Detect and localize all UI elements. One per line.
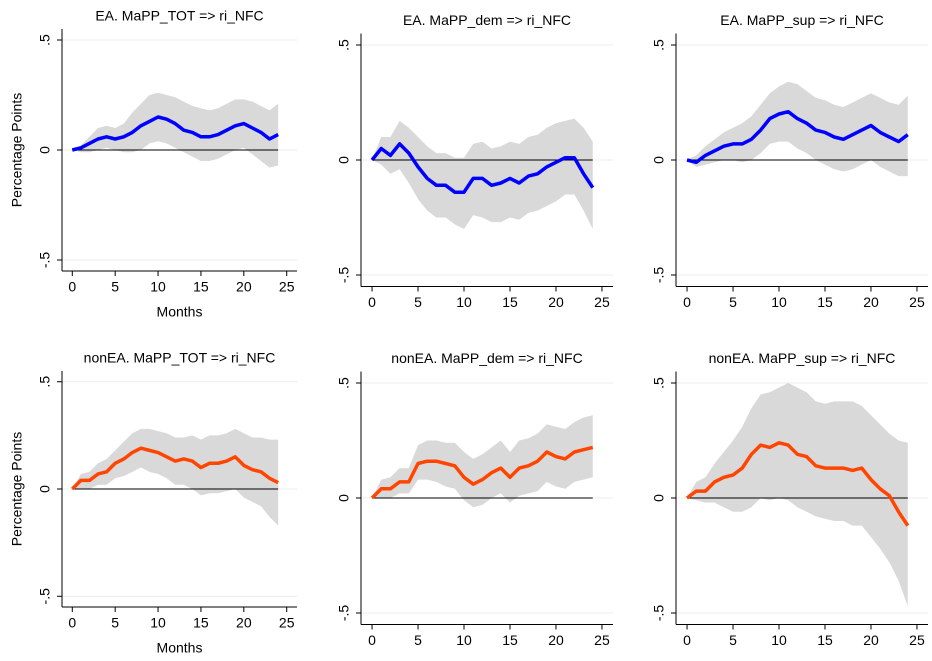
- y-tick-label: -.5: [651, 267, 667, 284]
- y-tick-label: .5: [651, 39, 667, 51]
- x-tick-label: 20: [863, 632, 879, 648]
- response-line: [685, 441, 910, 527]
- confidence-band: [687, 81, 908, 177]
- x-tick-label: 10: [150, 615, 166, 631]
- x-tick-label: 5: [414, 294, 422, 310]
- y-tick-label: -.5: [336, 267, 352, 284]
- y-axis-label: Percentage Points: [9, 432, 25, 546]
- y-tick-label: -.5: [37, 588, 53, 605]
- x-axis-label: Months: [157, 640, 203, 656]
- x-tick-label: 15: [193, 279, 209, 295]
- y-tick-label: .5: [336, 377, 352, 389]
- x-tick-label: 25: [279, 615, 295, 631]
- x-tick-label: 0: [68, 279, 76, 295]
- x-tick-label: 20: [863, 294, 879, 310]
- x-tick-label: 5: [111, 615, 119, 631]
- x-tick-label: 10: [771, 632, 787, 648]
- y-tick-label: 0: [37, 485, 53, 493]
- x-tick-label: 5: [111, 279, 119, 295]
- x-tick-label: 0: [368, 632, 376, 648]
- x-tick-label: 5: [729, 632, 737, 648]
- x-tick-label: 10: [456, 632, 472, 648]
- x-tick-label: 15: [502, 294, 518, 310]
- panel-title: EA. MaPP_TOT => ri_NFC: [95, 8, 263, 24]
- confidence-band: [72, 92, 279, 168]
- panel-title: nonEA. MaPP_TOT => ri_NFC: [84, 350, 276, 366]
- confidence-band: [372, 118, 593, 229]
- response-line: [370, 445, 594, 500]
- x-tick-label: 5: [729, 294, 737, 310]
- response-line: [71, 115, 279, 152]
- response-line: [370, 142, 595, 194]
- panel-title: nonEA. MaPP_dem => ri_NFC: [391, 350, 582, 366]
- x-tick-label: 25: [279, 279, 295, 295]
- panel-title: nonEA. MaPP_sup => ri_NFC: [709, 350, 896, 366]
- panel-title: EA. MaPP_sup => ri_NFC: [720, 12, 883, 28]
- confidence-band: [72, 428, 279, 526]
- y-tick-label: .5: [37, 376, 53, 388]
- response-line: [71, 446, 279, 491]
- y-tick-label: 0: [37, 146, 53, 154]
- y-tick-label: -.5: [651, 605, 667, 622]
- response-line: [686, 109, 909, 165]
- y-tick-label: 0: [651, 156, 667, 164]
- x-tick-label: 25: [909, 294, 925, 310]
- x-tick-label: 0: [68, 615, 76, 631]
- x-tick-label: 25: [594, 632, 610, 648]
- x-tick-label: 20: [236, 615, 252, 631]
- x-tick-label: 20: [548, 632, 564, 648]
- confidence-band: [687, 383, 908, 607]
- y-tick-label: .5: [651, 377, 667, 389]
- x-tick-label: 20: [236, 279, 252, 295]
- x-tick-label: 15: [817, 294, 833, 310]
- x-tick-label: 0: [683, 632, 691, 648]
- x-axis-label: Months: [157, 304, 203, 320]
- y-tick-label: -.5: [336, 605, 352, 622]
- y-tick-label: 0: [336, 494, 352, 502]
- y-tick-label: .5: [336, 39, 352, 51]
- x-tick-label: 15: [502, 632, 518, 648]
- panel-title: EA. MaPP_dem => ri_NFC: [403, 12, 571, 28]
- y-tick-label: 0: [336, 156, 352, 164]
- y-tick-label: 0: [651, 494, 667, 502]
- x-tick-label: 15: [817, 632, 833, 648]
- x-tick-label: 5: [414, 632, 422, 648]
- x-tick-label: 10: [456, 294, 472, 310]
- x-tick-label: 0: [683, 294, 691, 310]
- y-tick-label: .5: [37, 34, 53, 46]
- confidence-band: [372, 415, 593, 508]
- y-tick-label: -.5: [37, 252, 53, 269]
- x-tick-label: 10: [150, 279, 166, 295]
- x-tick-label: 25: [594, 294, 610, 310]
- x-tick-label: 25: [909, 632, 925, 648]
- x-tick-label: 20: [548, 294, 564, 310]
- x-tick-label: 0: [368, 294, 376, 310]
- y-axis-label: Percentage Points: [9, 93, 25, 207]
- x-tick-label: 10: [771, 294, 787, 310]
- x-tick-label: 15: [193, 615, 209, 631]
